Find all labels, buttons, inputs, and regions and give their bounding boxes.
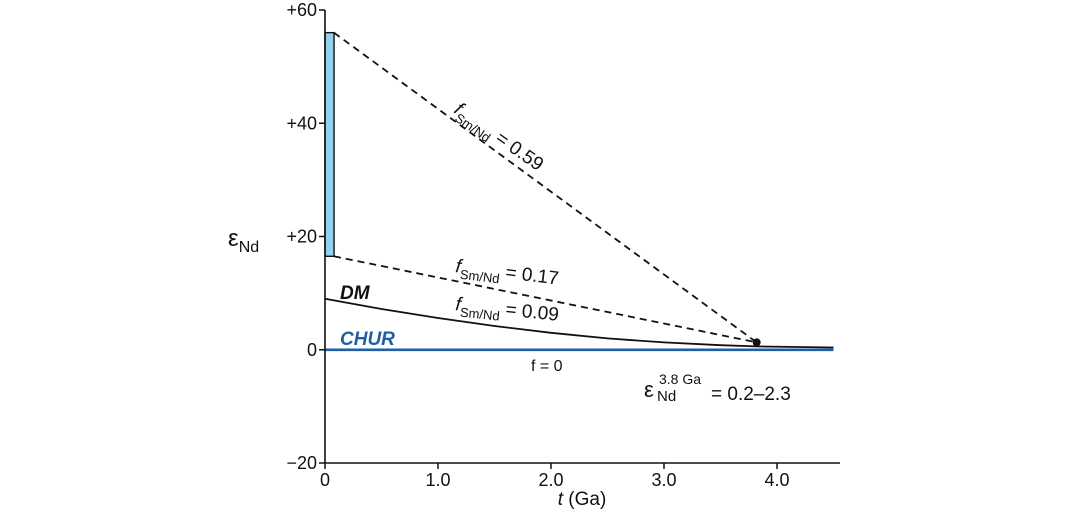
- range-bar: [324, 31, 335, 258]
- label-f-zero: f = 0: [531, 358, 563, 375]
- x-tick-label: 4.0: [764, 470, 789, 490]
- label-f-059: fSm/Nd = 0.59: [448, 99, 547, 179]
- eps-38-symbol: ε: [644, 377, 654, 402]
- y-axis-title: εNd: [228, 225, 259, 256]
- y-tick-label: +20: [286, 227, 317, 247]
- series-dashed-line: [333, 31, 758, 344]
- series-layer: [324, 31, 834, 352]
- y-tick-label: +60: [286, 0, 317, 20]
- x-tick-label: 2.0: [538, 470, 563, 490]
- x-tick-label: 1.0: [425, 470, 450, 490]
- convergence-point: [752, 338, 761, 347]
- y-tick-label: −20: [286, 453, 317, 473]
- x-tick-label: 0: [320, 470, 330, 490]
- eps-38-subscript: Nd: [657, 388, 676, 405]
- label-f-017: fSm/Nd = 0.17: [454, 256, 560, 293]
- range-bar-layer: [324, 31, 335, 258]
- eps-38-value: = 0.2–2.3: [711, 384, 791, 405]
- eps-38-superscript: 3.8 Ga: [659, 371, 701, 387]
- y-tick-label: +40: [286, 113, 317, 133]
- tick-layer: +60+40+200−200 1.0 2.0 3.0 4.0: [286, 0, 789, 490]
- series-dm: [324, 297, 834, 349]
- label-f-009: fSm/Nd = 0.09: [454, 294, 560, 330]
- label-dm: DM: [340, 283, 371, 304]
- label-chur: CHUR: [340, 329, 395, 350]
- y-tick-label: 0: [307, 340, 317, 360]
- x-axis-title: t (Ga): [558, 489, 607, 510]
- x-tick-label: 3.0: [651, 470, 676, 490]
